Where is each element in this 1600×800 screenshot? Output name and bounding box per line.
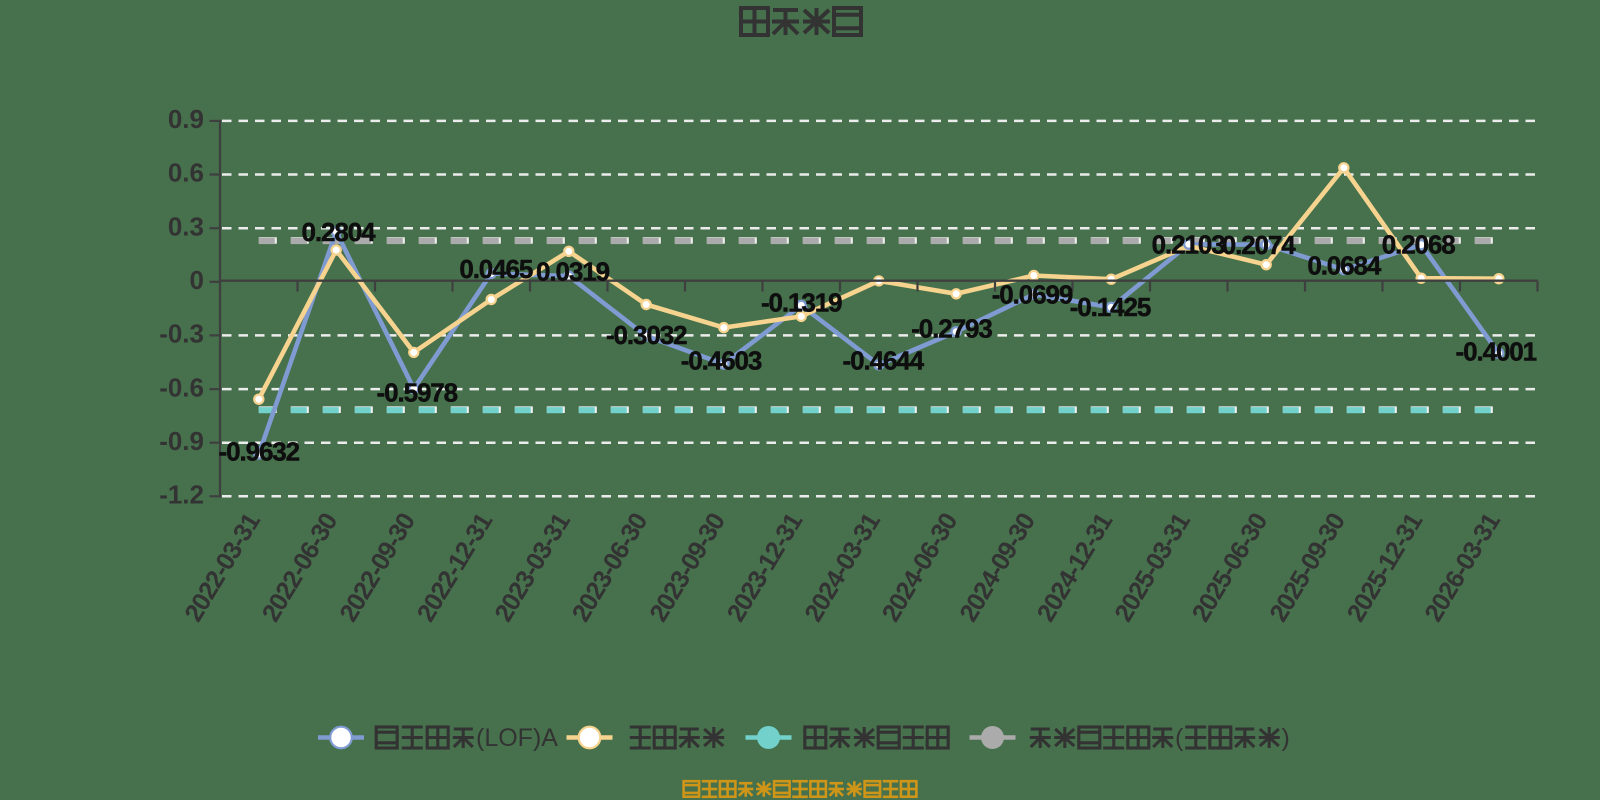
svg-text:-0.4603: -0.4603 (681, 345, 762, 375)
svg-text:-0.9: -0.9 (159, 426, 204, 456)
svg-text:0.0465: 0.0465 (459, 254, 533, 284)
svg-text:-0.9632: -0.9632 (219, 436, 300, 466)
svg-text:-0.1319: -0.1319 (761, 287, 842, 317)
svg-text:-0.2793: -0.2793 (911, 313, 992, 343)
svg-text:-0.6: -0.6 (159, 372, 204, 402)
svg-text:-0.3032: -0.3032 (606, 320, 687, 350)
svg-text:0.0684: 0.0684 (1307, 250, 1382, 280)
svg-text:(LOF)A: (LOF)A (476, 724, 558, 752)
svg-text:0.2103: 0.2103 (1152, 230, 1226, 260)
svg-text:(: ( (1175, 724, 1184, 752)
svg-text:0.3: 0.3 (168, 211, 204, 241)
svg-text:-0.4644: -0.4644 (843, 345, 925, 375)
svg-text:): ) (1282, 724, 1290, 752)
svg-text:-0.0699: -0.0699 (992, 279, 1073, 309)
svg-text:0.2068: 0.2068 (1382, 229, 1456, 259)
svg-text:0.6: 0.6 (168, 158, 204, 188)
svg-text:0.2074: 0.2074 (1222, 230, 1297, 260)
svg-text:-0.1425: -0.1425 (1070, 292, 1151, 322)
svg-text:0.9: 0.9 (168, 104, 204, 134)
svg-text:-0.5978: -0.5978 (377, 377, 458, 407)
svg-text:0.2804: 0.2804 (302, 217, 377, 247)
svg-text:-0.4001: -0.4001 (1456, 336, 1537, 366)
svg-text:0: 0 (190, 265, 204, 295)
svg-text:0.0319: 0.0319 (536, 256, 610, 286)
svg-text:-1.2: -1.2 (159, 480, 204, 510)
svg-text:-0.3: -0.3 (159, 319, 204, 349)
